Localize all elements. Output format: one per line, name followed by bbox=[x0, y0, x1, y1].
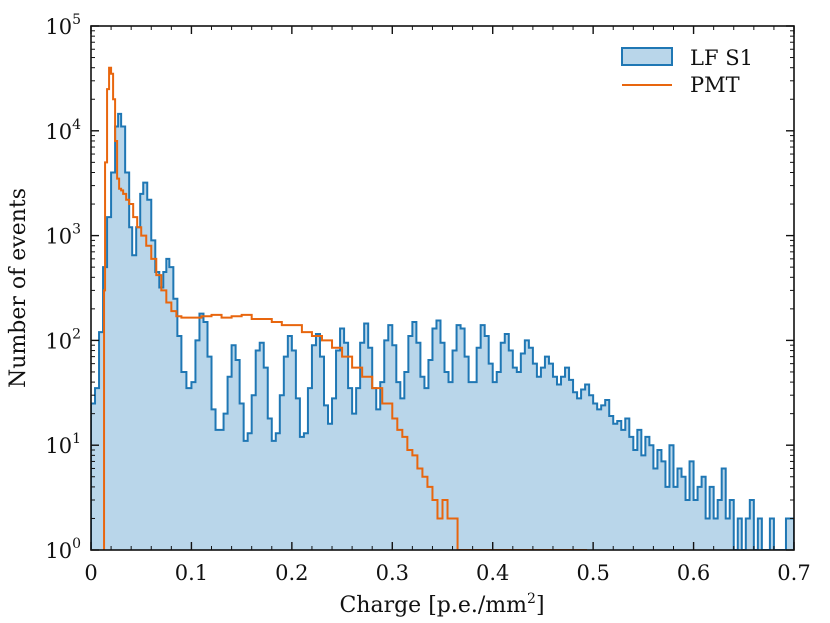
x-tick-label: 0 bbox=[84, 561, 97, 585]
x-tick-label: 0.1 bbox=[175, 561, 208, 585]
y-axis-label: Number of events bbox=[6, 188, 31, 388]
legend-swatch-lf-s1 bbox=[621, 47, 673, 66]
y-axis: 100 101 102 103 104 105 bbox=[45, 12, 794, 563]
y-tick-label: 103 bbox=[45, 222, 81, 249]
x-tick-label: 0.7 bbox=[777, 561, 810, 585]
x-tick-label: 0.4 bbox=[476, 561, 509, 585]
series-pmt-line bbox=[103, 66, 588, 550]
x-axis: 0 0.1 0.2 0.3 0.4 0.5 0.6 0.7 bbox=[84, 26, 811, 585]
y-tick-label: 101 bbox=[45, 431, 81, 458]
series-lf-s1-fill bbox=[91, 113, 794, 550]
legend: LF S1 PMT bbox=[621, 46, 753, 97]
x-tick-label: 0.3 bbox=[376, 561, 409, 585]
y-tick-label: 100 bbox=[45, 536, 81, 563]
series-layer bbox=[91, 66, 794, 550]
series-lf-s1-line bbox=[91, 112, 794, 550]
y-tick-label: 104 bbox=[45, 117, 81, 144]
plot-frame bbox=[90, 25, 795, 551]
y-tick-label: 105 bbox=[45, 12, 81, 39]
legend-label-lf-s1: LF S1 bbox=[690, 46, 753, 70]
y-tick-label: 102 bbox=[45, 326, 81, 353]
x-tick-label: 0.6 bbox=[677, 561, 710, 585]
legend-label-pmt: PMT bbox=[690, 73, 740, 97]
x-axis-label: Charge [p.e./mm2] bbox=[339, 591, 544, 618]
x-tick-label: 0.5 bbox=[576, 561, 609, 585]
x-tick-label: 0.2 bbox=[275, 561, 308, 585]
